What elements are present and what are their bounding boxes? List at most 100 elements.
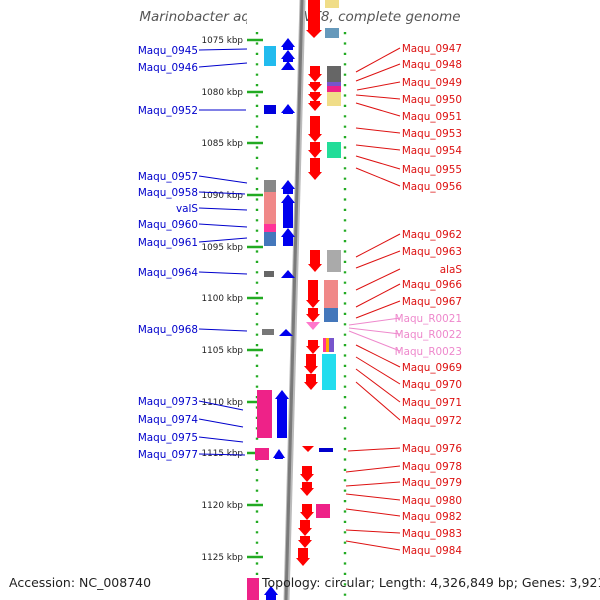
reverse-gene-arrow	[308, 158, 322, 180]
kbp-tick-label: 1110 kbp	[202, 398, 244, 408]
left-leader-line	[198, 62, 248, 68]
left-leader-line	[198, 453, 246, 456]
right-leader-line	[355, 63, 401, 82]
forward-gene-arrow	[281, 50, 295, 62]
right-gene-label: Maqu_0983	[402, 528, 462, 540]
reverse-gene-arrow	[298, 536, 312, 548]
forward-gene-arrow	[264, 586, 278, 600]
right-leader-line	[355, 344, 401, 368]
right-leader-line	[355, 381, 401, 421]
right-gene-label: Maqu_0953	[402, 128, 462, 140]
left-gene-label: Maqu_0958	[138, 187, 198, 199]
right-leader-line	[355, 144, 401, 151]
right-gene-label: alaS	[440, 264, 463, 276]
left-leader-line	[198, 271, 248, 275]
cog-color-box	[264, 46, 276, 66]
cog-color-box	[264, 271, 274, 277]
right-leader-line	[355, 300, 401, 319]
cog-color-box	[264, 180, 276, 192]
reverse-gene-arrow	[308, 66, 322, 82]
reverse-gene-arrow	[308, 116, 322, 142]
kbp-tick-label: 1095 kbp	[202, 243, 244, 253]
left-leader-line	[198, 436, 244, 443]
accession-text: Accession: NC_008740	[9, 575, 152, 590]
left-leader-line	[198, 328, 248, 332]
left-gene-label: Maqu_0952	[138, 105, 198, 117]
kbp-tick-label: 1105 kbp	[202, 346, 244, 356]
reverse-gene-arrow	[300, 482, 314, 496]
right-gene-label: Maqu_0948	[402, 59, 462, 71]
cog-color-box	[264, 224, 276, 232]
left-gene-label: valS	[176, 203, 198, 215]
cog-color-box	[324, 308, 338, 322]
left-gene-label: Maqu_0957	[138, 171, 198, 183]
cog-color-box	[319, 448, 333, 452]
reverse-gene-arrow	[306, 280, 320, 308]
right-leader-line	[355, 94, 401, 100]
right-gene-label: Maqu_R0021	[395, 313, 462, 325]
kbp-tick-label: 1125 kbp	[202, 553, 244, 563]
forward-gene-arrow	[281, 180, 295, 194]
reverse-gene-arrow	[308, 92, 322, 102]
right-gene-label: Maqu_0980	[402, 495, 462, 507]
topology-text: Topology: circular; Length: 4,326,849 bp…	[262, 575, 600, 590]
forward-gene-arrow	[281, 228, 295, 246]
right-leader-line	[355, 283, 401, 308]
forward-gene-arrow	[281, 194, 295, 228]
left-gene-label: Maqu_0964	[138, 267, 199, 279]
cog-color-box	[323, 338, 326, 352]
right-leader-line	[345, 529, 401, 534]
cog-color-box	[316, 504, 330, 518]
reverse-gene-arrow	[302, 446, 314, 452]
right-gene-label: Maqu_0969	[402, 362, 462, 374]
cog-color-box	[257, 390, 272, 438]
forward-gene-arrow	[273, 449, 285, 459]
right-leader-line	[355, 368, 401, 403]
right-gene-label: Maqu_0978	[402, 461, 462, 473]
forward-gene-arrow	[281, 270, 295, 278]
reverse-gene-arrow	[306, 0, 322, 38]
right-leader-line	[345, 493, 401, 501]
right-gene-label: Maqu_0970	[402, 379, 462, 391]
reverse-gene-arrow	[308, 142, 322, 158]
right-leader-line	[345, 481, 401, 487]
reverse-gene-arrow	[304, 374, 318, 390]
reverse-gene-arrow	[308, 101, 322, 111]
rna-gene-arrow	[306, 322, 320, 330]
right-gene-label: Maqu_0954	[402, 145, 463, 157]
left-leader-line	[198, 418, 244, 428]
cog-color-box	[325, 0, 339, 8]
right-leader-line	[348, 317, 401, 326]
left-gene-label: Maqu_0977	[138, 449, 198, 461]
reverse-gene-arrow	[308, 250, 322, 272]
right-leader-line	[355, 47, 401, 73]
kbp-tick-label: 1100 kbp	[202, 294, 244, 304]
genome-backbone	[284, 0, 304, 600]
right-gene-label: Maqu_0967	[402, 296, 462, 308]
left-gene-label: Maqu_0968	[138, 324, 198, 336]
reverse-gene-arrow	[300, 504, 314, 520]
reverse-gene-arrow	[296, 548, 310, 566]
left-gene-label: Maqu_0975	[138, 432, 198, 444]
kbp-tick-label: 1085 kbp	[202, 139, 244, 149]
right-leader-line	[355, 102, 401, 117]
right-gene-label: Maqu_0955	[402, 164, 462, 176]
right-gene-label: Maqu_0962	[402, 229, 462, 241]
left-gene-label: Maqu_0973	[138, 396, 198, 408]
right-leader-line	[355, 250, 401, 269]
kbp-tick-label: 1080 kbp	[202, 88, 244, 98]
right-gene-label: Maqu_R0022	[395, 329, 462, 341]
right-gene-label: Maqu_0972	[402, 415, 462, 427]
left-gene-label: Maqu_0974	[138, 414, 199, 426]
cog-color-box	[325, 28, 339, 38]
right-leader-line	[347, 447, 401, 452]
right-gene-label: Maqu_0950	[402, 94, 462, 106]
forward-gene-arrow	[281, 61, 295, 70]
right-leader-line	[348, 327, 401, 335]
right-leader-line	[345, 465, 401, 473]
cog-color-box	[327, 86, 341, 92]
left-gene-label: Maqu_0946	[138, 62, 198, 74]
forward-gene-arrow	[279, 329, 293, 336]
cog-color-box	[264, 105, 276, 114]
